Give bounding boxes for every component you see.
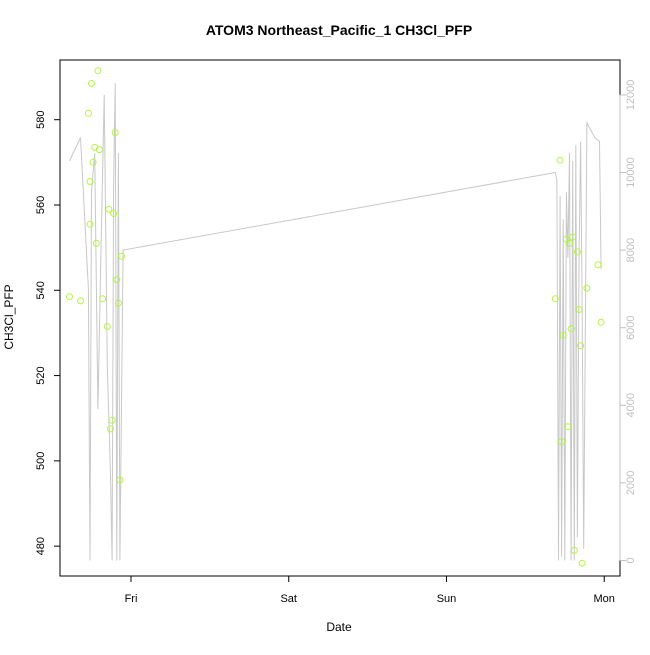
y2-tick-label: 4000 [625,393,637,417]
data-point [105,205,113,213]
y2-tick-label: 12000 [625,80,637,111]
data-point [577,342,585,350]
data-point [113,276,121,284]
data-point [103,323,111,330]
y-tick-label: 480 [35,537,47,555]
chart-title: ATOM3 Northeast_Pacific_1 CH3Cl_PFP [206,22,472,38]
data-point [556,156,564,164]
data-point [89,158,97,166]
data-point [92,239,100,247]
data-point [551,295,559,303]
y2-tick-label: 2000 [625,471,637,495]
data-point [99,295,107,303]
data-point [594,261,602,269]
data-point [566,239,573,247]
data-point [86,178,94,185]
data-point [570,546,578,554]
data-point [558,438,566,446]
data-point [111,129,119,136]
x-tick-label: Fri [125,593,138,605]
y2-tick-label: 6000 [625,315,637,339]
data-point [107,425,114,433]
x-tick-label: Mon [594,593,615,605]
data-point [118,252,125,260]
y2-tick-label: 10000 [625,157,637,188]
data-point [564,423,572,431]
y-tick-label: 520 [35,366,47,384]
series-line [69,83,602,561]
data-point [567,325,575,333]
data-point [116,476,124,484]
data-point [573,248,581,256]
data-point [583,284,591,292]
y2-tick-label: 0 [625,557,637,563]
data-point [569,233,577,241]
y-axis-label: CH3Cl_PFP [2,284,16,349]
data-point [578,559,586,567]
data-point [108,416,116,424]
line-series-layer [69,83,602,561]
y2-tick-label: 8000 [625,238,637,262]
data-point [110,210,118,217]
y-tick-label: 580 [35,111,47,129]
x-axis-label: Date [326,620,352,634]
data-point [86,220,94,228]
data-point [575,306,583,313]
data-point [77,297,84,305]
data-point [559,331,567,339]
data-point [88,80,95,87]
data-point [94,67,102,75]
data-point [114,299,122,307]
point-series-layer [66,67,605,567]
data-point [66,293,73,301]
y-tick-label: 560 [35,196,47,214]
x-tick-label: Sun [437,593,457,605]
x-tick-label: Sat [280,593,297,605]
y-tick-label: 540 [35,281,47,299]
data-point [597,318,605,326]
data-point [84,109,92,117]
data-point [95,146,103,154]
y-tick-label: 500 [35,452,47,470]
axes-layer: 480 500 520 540 560 580 0 2000 4000 6000 8000 10000… [35,80,637,605]
